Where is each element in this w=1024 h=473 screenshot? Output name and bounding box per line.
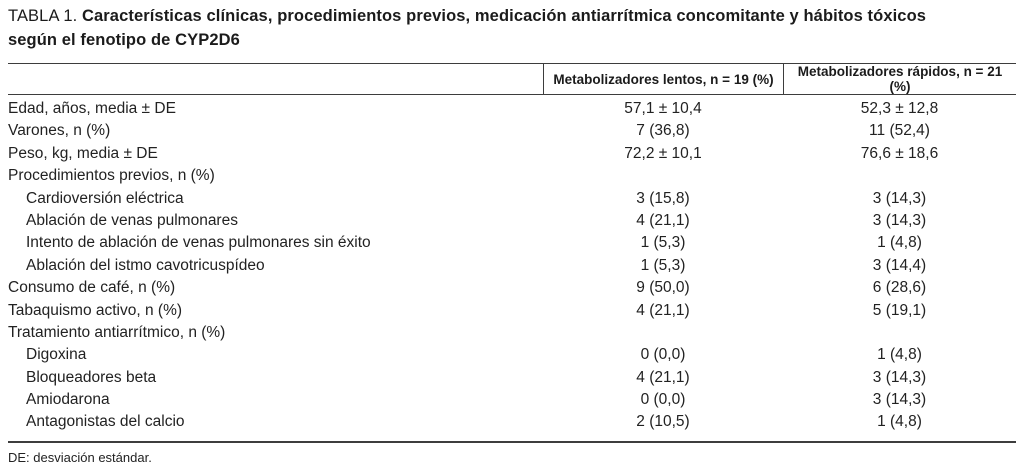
row-label: Ablación de venas pulmonares [26, 211, 238, 229]
table-row: Varones, n (%) 7 (36,8) 11 (52,4) [8, 120, 1016, 142]
table-row: Intento de ablación de venas pulmonares … [8, 232, 1016, 254]
row-label: Antagonistas del calcio [26, 413, 185, 431]
cell-rapidos: 3 (14,3) [872, 368, 927, 386]
table-row: Consumo de café, n (%) 9 (50,0) 6 (28,6) [8, 277, 1016, 299]
cell-rapidos: 5 (19,1) [872, 301, 927, 319]
clinical-characteristics-table: Metabolizadores lentos, n = 19 (%) Metab… [8, 63, 1016, 443]
cell-lentos: 7 (36,8) [636, 122, 690, 140]
row-label: Tratamiento antiarrítmico, n (%) [8, 323, 226, 341]
cell-lentos: 1 (5,3) [640, 256, 686, 274]
cell-rapidos: 3 (14,4) [872, 256, 927, 274]
row-label: Amiodarona [26, 391, 110, 409]
cell-rapidos: 76,6 ± 18,6 [860, 144, 939, 162]
row-label: Digoxina [26, 346, 87, 364]
table-row: Edad, años, media ± DE 57,1 ± 10,4 52,3 … [8, 98, 1016, 120]
row-label: Edad, años, media ± DE [8, 100, 176, 117]
row-label: Bloqueadores beta [26, 368, 157, 386]
table-row: Tabaquismo activo, n (%) 4 (21,1) 5 (19,… [8, 300, 1016, 322]
cell-lentos: 57,1 ± 10,4 [624, 100, 702, 117]
column-header-rapid-metabolizers: Metabolizadores rápidos, n = 21 (%) [783, 64, 1016, 94]
cell-rapidos: 1 (4,8) [877, 234, 922, 252]
cell-lentos: 0 (0,0) [640, 391, 686, 409]
cell-rapidos: 52,3 ± 12,8 [860, 100, 939, 117]
table-caption: Características clínicas, procedimientos… [8, 7, 927, 49]
cell-lentos: 9 (50,0) [636, 279, 690, 297]
table-row: Cardioversión eléctrica 3 (15,8) 3 (14,3… [8, 188, 1016, 210]
table-row: Antagonistas del calcio 2 (10,5) 1 (4,8) [8, 411, 1016, 433]
table-row: Ablación del istmo cavotricuspídeo 1 (5,… [8, 255, 1016, 277]
table-row: Procedimientos previos, n (%) [8, 165, 1016, 187]
table-row: Amiodarona 0 (0,0) 3 (14,3) [8, 389, 1016, 411]
row-label: Peso, kg, media ± DE [8, 144, 158, 162]
cell-rapidos: 1 (4,8) [877, 346, 922, 364]
row-label: Procedimientos previos, n (%) [8, 167, 215, 185]
cell-lentos: 4 (21,1) [636, 301, 690, 319]
table-row: Digoxina 0 (0,0) 1 (4,8) [8, 344, 1016, 366]
row-label: Ablación del istmo cavotricuspídeo [26, 256, 265, 274]
cell-lentos: 4 (21,1) [636, 211, 690, 229]
cell-lentos: 3 (15,8) [636, 189, 690, 207]
cell-rapidos: 3 (14,3) [872, 189, 927, 207]
row-label: Cardioversión eléctrica [26, 189, 184, 207]
cell-lentos: 2 (10,5) [636, 413, 690, 431]
row-label: Varones, n (%) [8, 122, 111, 140]
table-number-label: TABLA 1. [8, 7, 78, 25]
table-row: Ablación de venas pulmonares 4 (21,1) 3 … [8, 210, 1016, 232]
cell-rapidos: 6 (28,6) [872, 279, 927, 297]
row-label: Intento de ablación de venas pulmonares … [26, 234, 371, 252]
cell-rapidos: 1 (4,8) [877, 413, 922, 431]
table-row: Peso, kg, media ± DE 72,2 ± 10,1 76,6 ± … [8, 143, 1016, 165]
cell-lentos: 0 (0,0) [640, 346, 686, 364]
cell-rapidos: 11 (52,4) [869, 122, 930, 140]
cell-rapidos: 3 (14,3) [872, 211, 927, 229]
table-header-row: Metabolizadores lentos, n = 19 (%) Metab… [8, 63, 1016, 95]
cell-lentos: 72,2 ± 10,1 [624, 144, 702, 162]
table-row: Bloqueadores beta 4 (21,1) 3 (14,3) [8, 367, 1016, 389]
cell-lentos: 1 (5,3) [640, 234, 686, 252]
table-row: Tratamiento antiarrítmico, n (%) [8, 322, 1016, 344]
column-header-slow-metabolizers: Metabolizadores lentos, n = 19 (%) [543, 64, 783, 94]
table-title: TABLA 1. Características clínicas, proce… [8, 4, 948, 52]
row-label: Tabaquismo activo, n (%) [8, 301, 183, 319]
row-label: Consumo de café, n (%) [8, 279, 176, 297]
table-body: Edad, años, media ± DE 57,1 ± 10,4 52,3 … [8, 95, 1016, 443]
cell-rapidos: 3 (14,3) [872, 391, 927, 409]
table-footnote: DE: desviación estándar. [8, 449, 152, 465]
cell-lentos: 4 (21,1) [636, 368, 690, 386]
